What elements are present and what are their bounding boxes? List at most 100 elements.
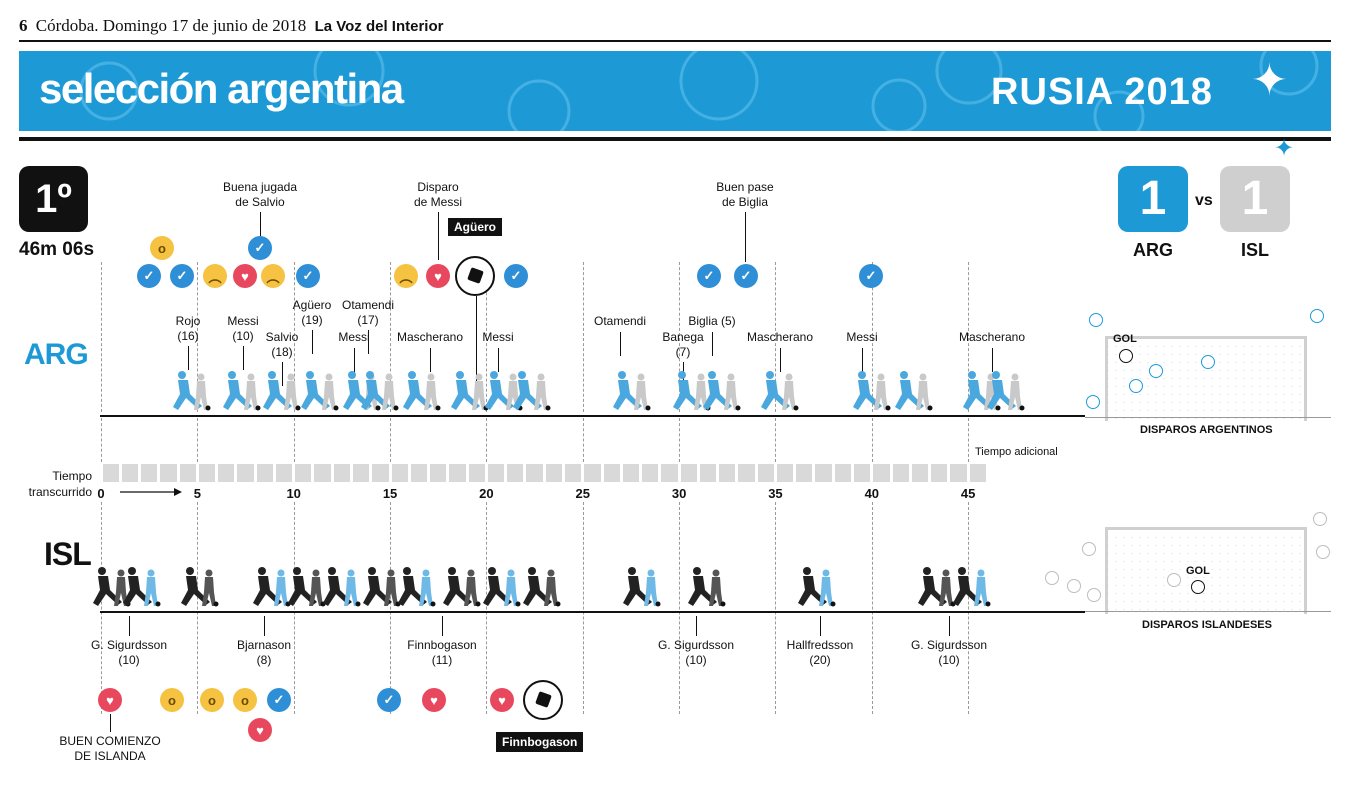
player-figure xyxy=(987,371,1025,411)
highlight-pointer xyxy=(745,212,746,262)
arg-player-label: Agüero (19) xyxy=(292,298,332,327)
isl-player-label: Hallfredsson (20) xyxy=(786,638,854,667)
extra-time-label: Tiempo adicional xyxy=(975,446,1058,458)
tick-label: 10 xyxy=(286,486,301,501)
label-pointer xyxy=(498,348,499,372)
heart-icon: ♥ xyxy=(490,688,514,712)
minute-guide-bottom xyxy=(101,502,102,714)
minute-guide-mid xyxy=(968,418,970,462)
time-cell xyxy=(430,464,447,482)
player-figure xyxy=(761,371,799,411)
sad-face-icon: ︵ xyxy=(261,264,285,288)
masthead-rule xyxy=(19,40,1331,42)
time-cell xyxy=(622,464,640,482)
label-pointer xyxy=(430,348,431,372)
label-pointer xyxy=(696,616,697,636)
heart-icon: ♥ xyxy=(233,264,257,288)
highlight-pointer xyxy=(110,714,111,732)
isl-team-label: ISL xyxy=(44,536,92,572)
soccer-ball-icon xyxy=(1045,571,1059,585)
player-figure xyxy=(483,567,521,607)
thumbs-up-icon: ✓ xyxy=(267,688,291,712)
player-figure xyxy=(93,567,131,607)
time-cell xyxy=(198,464,216,482)
arg-player-label: Otamendi xyxy=(593,314,647,328)
masthead: 6 Córdoba. Domingo 17 de junio de 2018 L… xyxy=(19,16,443,37)
player-figure xyxy=(363,567,401,607)
arg-player-label: Salvio (18) xyxy=(265,330,299,359)
time-cell xyxy=(391,464,408,482)
minute-guide-bottom xyxy=(679,502,681,714)
sparkle-star-icon: ✦ xyxy=(1274,135,1295,162)
minute-guide-bottom xyxy=(775,502,777,714)
label-pointer xyxy=(820,616,821,636)
minute-guide-mid xyxy=(197,418,199,462)
banner-rule xyxy=(19,137,1331,141)
section-banner: selección argentina RUSIA 2018 ✦ xyxy=(19,51,1331,131)
time-cell xyxy=(333,464,350,482)
label-pointer xyxy=(442,616,443,636)
time-cell xyxy=(218,464,235,482)
arg-gol-label: GOL xyxy=(1113,333,1137,345)
arg-player-label: Messi xyxy=(338,330,370,344)
thumbs-up-icon: ✓ xyxy=(137,264,161,288)
player-figure xyxy=(895,371,933,411)
rusia-2018-brand: RUSIA 2018 xyxy=(991,71,1213,113)
soccer-ball-icon xyxy=(1310,309,1324,323)
player-figure xyxy=(263,371,301,411)
arg-highlight: Disparo de Messi xyxy=(413,180,463,209)
time-cell xyxy=(487,464,505,482)
time-cell xyxy=(931,464,948,482)
label-pointer xyxy=(354,348,355,372)
arg-player-label: Mascherano xyxy=(396,330,464,344)
half-duration: 46m 06s xyxy=(19,239,95,260)
time-cell xyxy=(179,464,196,482)
tick-label: 35 xyxy=(768,486,783,501)
isl-player-label: G. Sigurdsson (10) xyxy=(657,638,735,667)
player-figure xyxy=(703,371,741,411)
surprised-face-icon: o xyxy=(160,688,184,712)
player-figure xyxy=(398,567,436,607)
isl-shots-title: DISPAROS ISLANDESES xyxy=(1142,619,1272,631)
label-pointer xyxy=(712,332,713,356)
minute-guide-bottom xyxy=(197,502,199,714)
minute-guide-top xyxy=(390,262,392,412)
label-pointer xyxy=(188,346,189,370)
isl-goal-scorer: Finnbogason xyxy=(496,732,584,752)
arg-player-label: Messi (10) xyxy=(227,314,259,343)
minute-guide-top xyxy=(197,262,199,412)
goal-baseline xyxy=(1085,611,1331,612)
minute-guide-mid xyxy=(582,418,584,462)
away-team-code: ISL xyxy=(1241,240,1270,260)
arg-player-label: Banega (7) xyxy=(662,330,704,359)
player-figure xyxy=(513,371,551,411)
time-cell xyxy=(507,464,524,482)
time-cell xyxy=(911,464,929,482)
home-score: 1 xyxy=(1118,166,1188,232)
tick-label: 0 xyxy=(97,486,105,501)
tick-label: 25 xyxy=(575,486,590,501)
thumbs-up-icon: ✓ xyxy=(697,264,721,288)
label-pointer xyxy=(949,616,950,636)
time-cell xyxy=(275,464,293,482)
time-cell xyxy=(256,464,273,482)
player-figure xyxy=(301,371,339,411)
heart-icon: ♥ xyxy=(248,718,272,742)
label-pointer xyxy=(282,362,283,386)
player-figure xyxy=(523,567,561,607)
time-cell xyxy=(141,464,158,482)
time-cell xyxy=(738,464,755,482)
label-pointer xyxy=(129,616,130,636)
dateline: Córdoba. Domingo 17 de junio de 2018 xyxy=(35,16,307,35)
time-cell xyxy=(776,464,794,482)
time-cell xyxy=(102,464,119,482)
minute-guide-top xyxy=(293,262,295,412)
time-cell xyxy=(584,464,601,482)
player-figure xyxy=(173,371,211,411)
minute-guide-bottom xyxy=(968,502,970,714)
time-cell xyxy=(121,464,139,482)
sparkle-star-icon: ✦ xyxy=(1251,56,1288,105)
arg-highlight: Buena jugada de Salvio xyxy=(222,180,298,209)
soccer-ball-icon xyxy=(1201,355,1215,369)
minute-guide-top xyxy=(775,262,777,412)
